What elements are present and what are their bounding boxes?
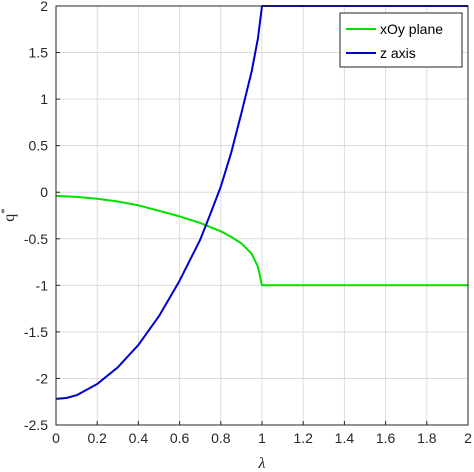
x-tick-label: 1.4	[335, 430, 355, 446]
x-tick-label: 0.2	[87, 430, 107, 446]
legend-box	[339, 12, 463, 68]
y-tick-label: 0.5	[29, 138, 49, 154]
y-tick-label: 0	[40, 184, 48, 200]
y-axis-label-sup: *	[0, 208, 11, 214]
y-tick-label: -2.5	[24, 417, 48, 433]
x-tick-label: 1.2	[293, 430, 313, 446]
x-tick-label: 1.6	[376, 430, 396, 446]
x-tick-label: 2	[464, 430, 472, 446]
y-tick-label: -0.5	[24, 231, 48, 247]
x-tick-label: 0.8	[211, 430, 231, 446]
y-axis-label-base: q	[1, 214, 18, 222]
x-axis-label: λ	[258, 455, 266, 472]
x-tick-label: 0	[52, 430, 60, 446]
y-tick-label: -1.5	[24, 324, 48, 340]
x-tick-label: 1.8	[417, 430, 437, 446]
y-tick-label: -2	[36, 370, 49, 386]
y-tick-label: 1.5	[29, 45, 49, 61]
x-tick-label: 1	[258, 430, 266, 446]
y-tick-label: 1	[40, 91, 48, 107]
x-tick-label: 0.6	[170, 430, 190, 446]
legend-label-z-axis: z axis	[380, 45, 416, 61]
axis-ticks: 0 0.2 0.4 0.6 0.8 1 1.2 1.4 1.6 1.8 2 2 1.5 1 0.5 0 -0.5…	[24, 0, 472, 446]
y-tick-label: 2	[40, 0, 48, 14]
series-line-xoy-plane	[55, 194, 468, 287]
y-tick-label: -1	[36, 277, 49, 293]
legend-label-xoy-plane: xOy plane	[380, 21, 443, 37]
x-tick-label: 0.4	[129, 430, 149, 446]
legend: xOy plane z axis	[339, 12, 463, 68]
y-axis-label: q*	[0, 208, 18, 222]
